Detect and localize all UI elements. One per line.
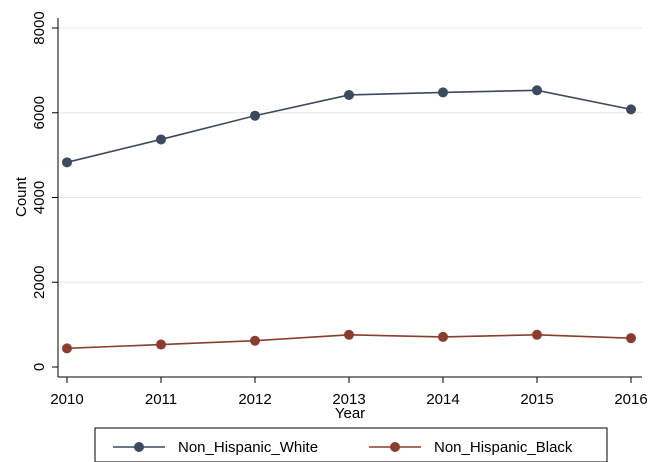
- x-tick-label: 2011: [145, 391, 177, 408]
- x-tick-label: 2012: [238, 391, 271, 408]
- y-tick-label: 0: [31, 363, 48, 371]
- legend-item: Non_Hispanic_Black: [369, 439, 573, 456]
- y-tick-label: 2000: [31, 266, 48, 299]
- legend-item: Non_Hispanic_White: [113, 439, 318, 456]
- data-point: [156, 134, 166, 145]
- series-Non_Hispanic_White: [62, 85, 636, 168]
- y-tick-label: 6000: [31, 96, 48, 129]
- data-point: [532, 329, 542, 340]
- data-point: [438, 331, 448, 342]
- legend: Non_Hispanic_White Non_Hispanic_Black: [94, 427, 608, 462]
- data-point: [532, 85, 542, 96]
- data-point: [438, 87, 448, 98]
- y-tick-label: 4000: [31, 181, 48, 214]
- x-axis-ticks: 2010 2011 2012 2013 2014 2015 2016: [50, 377, 648, 408]
- legend-marker: [134, 442, 144, 452]
- data-point: [62, 343, 72, 354]
- data-point: [62, 157, 72, 168]
- x-tick-label: 2015: [520, 391, 553, 408]
- x-tick-label: 2016: [614, 391, 647, 408]
- data-point: [626, 104, 636, 115]
- gridlines: [58, 27, 642, 283]
- series-Non_Hispanic_Black: [62, 329, 636, 354]
- y-tick-label: 8000: [31, 11, 48, 44]
- legend-label: Non_Hispanic_White: [178, 439, 318, 456]
- series-line: [66, 89, 632, 164]
- x-tick-label: 2010: [50, 391, 83, 408]
- y-axis-ticks: 0 2000 4000 6000 8000: [31, 11, 58, 371]
- series-layer: [62, 85, 636, 354]
- legend-marker: [390, 442, 400, 452]
- data-point: [250, 110, 260, 121]
- data-point: [156, 339, 166, 350]
- data-point: [250, 335, 260, 346]
- x-tick-label: 2014: [426, 391, 459, 408]
- x-tick-label: 2013: [332, 391, 365, 408]
- data-point: [626, 333, 636, 344]
- data-point: [344, 329, 354, 340]
- legend-box: [94, 427, 608, 462]
- legend-label: Non_Hispanic_Black: [434, 439, 573, 456]
- x-axis-title: Year: [335, 405, 365, 422]
- data-point: [344, 89, 354, 100]
- y-axis-title: Count: [13, 176, 30, 217]
